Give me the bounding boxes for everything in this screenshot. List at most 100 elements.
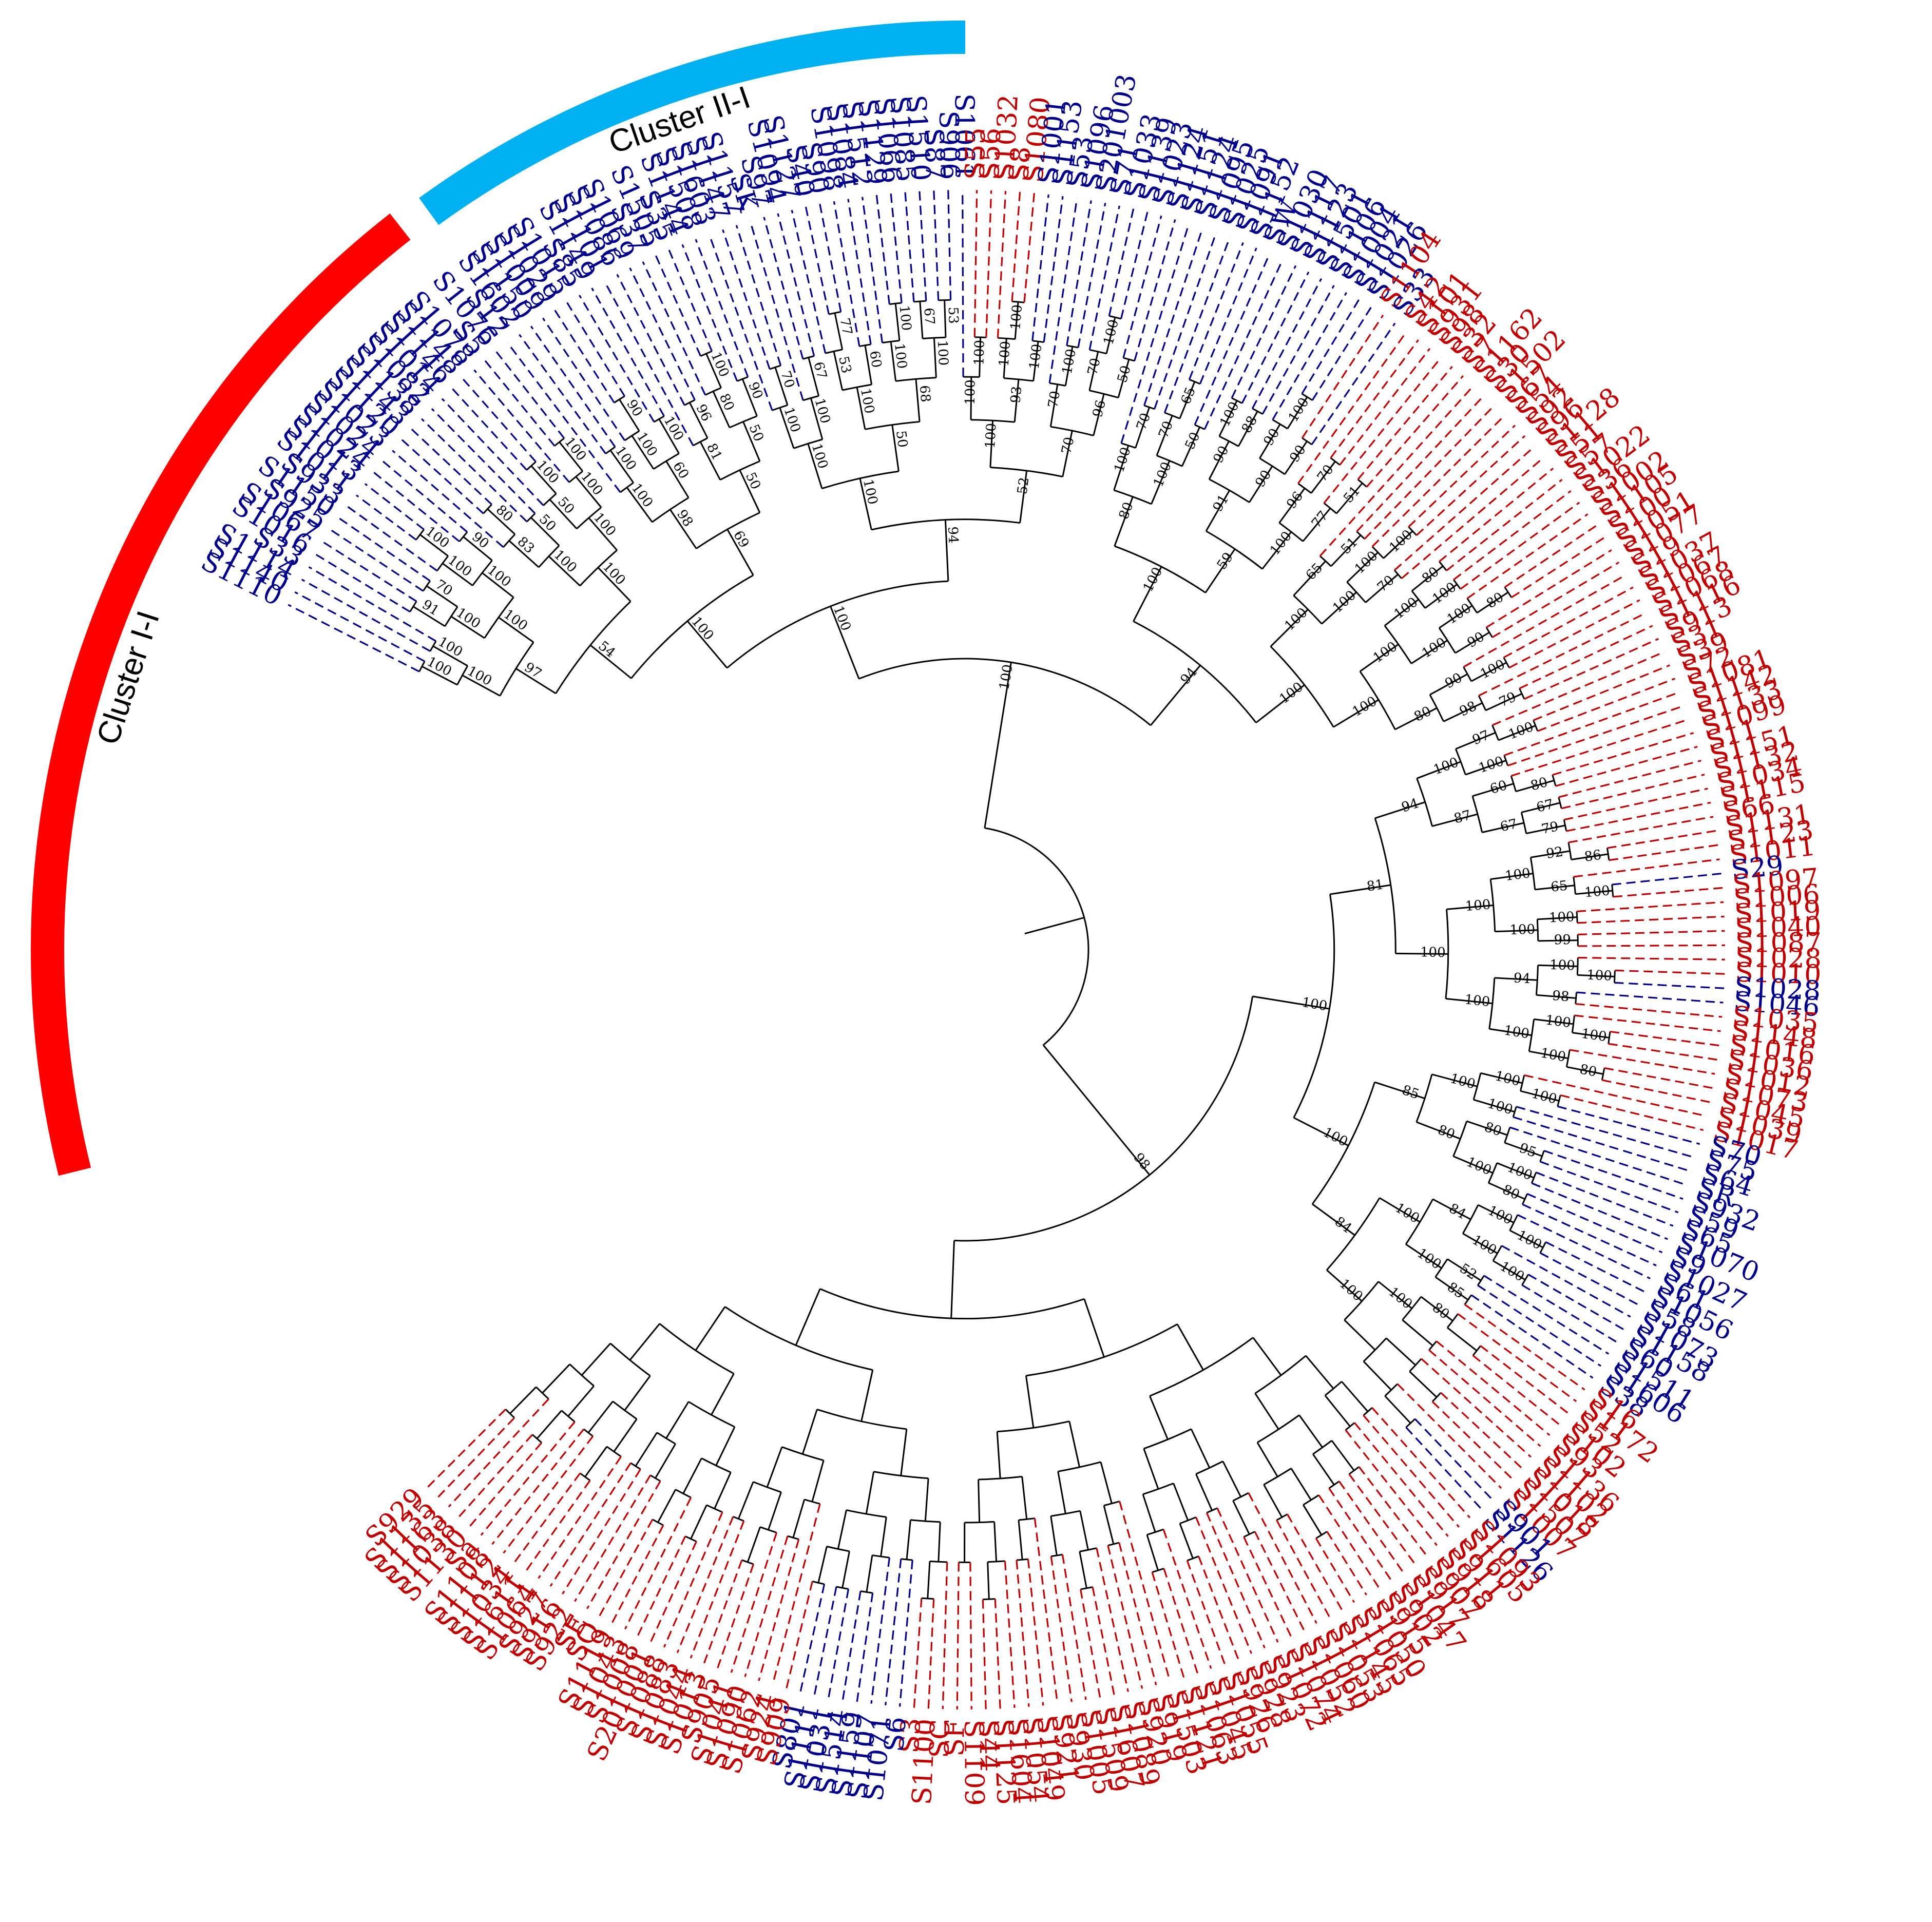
branch-line — [1576, 1004, 1723, 1017]
bootstrap-value: 50 — [536, 511, 559, 534]
bootstrap-value: 93 — [1008, 386, 1025, 404]
bootstrap-value: 100 — [1414, 1245, 1444, 1273]
branch-arc — [1277, 1514, 1288, 1521]
branch-arc — [1303, 1495, 1318, 1505]
branch-line — [1540, 1162, 1678, 1213]
bootstrap-value: 100 — [1548, 909, 1575, 926]
branch-line — [988, 1562, 989, 1600]
branch-arc — [1505, 587, 1512, 598]
bootstrap-value: 100 — [533, 457, 562, 487]
branch-line — [886, 1559, 901, 1705]
branch-line — [510, 1387, 536, 1414]
branch-line — [1409, 1372, 1437, 1397]
branch-line — [1544, 1150, 1683, 1199]
bootstrap-value: 100 — [1504, 866, 1532, 884]
branch-line — [818, 1547, 827, 1583]
bootstrap-value: 100 — [1112, 446, 1134, 475]
branch-line — [787, 1582, 812, 1688]
branch-line — [1578, 931, 1725, 934]
bootstrap-value: 60 — [1488, 778, 1509, 797]
bootstrap-value: 90 — [1443, 670, 1465, 691]
branch-line — [309, 567, 436, 641]
bootstrap-value: 99 — [1554, 932, 1571, 948]
branch-line — [792, 210, 825, 353]
branch-line — [1223, 1462, 1241, 1497]
bootstrap-value: 100 — [896, 304, 914, 331]
branch-line — [1564, 789, 1708, 820]
branch-line — [1327, 1531, 1367, 1594]
bootstrap-value: 50 — [742, 470, 763, 492]
branch-line — [815, 1587, 836, 1695]
branch-line — [1097, 1548, 1128, 1692]
bootstrap-value: 100 — [1370, 639, 1400, 666]
branch-line — [1319, 1495, 1379, 1587]
branch-line — [1017, 1560, 1029, 1707]
branch-line — [614, 1419, 637, 1451]
branch-arc — [676, 1490, 691, 1498]
bootstrap-value: 100 — [1027, 343, 1045, 370]
branch-line — [1067, 200, 1092, 345]
bootstrap-value: 90 — [1261, 426, 1283, 449]
branch-arc — [914, 301, 926, 302]
branch-arc — [1472, 796, 1482, 833]
branch-line — [1342, 1381, 1368, 1411]
branch-line — [1255, 1393, 1279, 1429]
bootstrap-value: 65 — [1550, 878, 1568, 895]
bootstrap-value: 100 — [590, 510, 619, 539]
bootstrap-value: 90 — [469, 529, 492, 552]
branch-line — [1255, 1531, 1304, 1630]
branch-arc — [1298, 484, 1311, 493]
branch-line — [1196, 1517, 1252, 1654]
branch-line — [806, 207, 829, 314]
bootstrap-value: 100 — [1478, 657, 1507, 682]
branch-arc — [1219, 436, 1238, 446]
bootstrap-value: 91 — [1210, 492, 1232, 514]
branch-line — [1147, 1535, 1158, 1570]
branch-line — [1329, 1488, 1391, 1579]
branch-arc — [1576, 992, 1577, 1004]
branch-line — [588, 1401, 613, 1433]
bootstrap-value: 100 — [1485, 1203, 1515, 1228]
bootstrap-value: 100 — [688, 614, 717, 643]
bootstrap-value: 98 — [1457, 698, 1479, 719]
branch-line — [1174, 1484, 1188, 1521]
bootstrap-value: 100 — [1469, 1232, 1499, 1258]
bootstrap-value: 100 — [1281, 605, 1310, 633]
bootstrap-value: 100 — [561, 434, 589, 464]
branch-line — [1217, 1508, 1278, 1642]
bootstrap-value: 85 — [1444, 1279, 1467, 1302]
branch-line — [365, 484, 424, 529]
branch-arc — [613, 1401, 637, 1419]
branch-arc — [1453, 1121, 1467, 1156]
branch-line — [463, 379, 535, 462]
branch-line — [948, 190, 951, 300]
branch-line — [736, 225, 780, 366]
branch-line — [625, 1376, 651, 1410]
branch-arc — [923, 337, 946, 338]
bootstrap-value: 70 — [432, 577, 455, 599]
branch-line — [1479, 613, 1646, 696]
branch-line — [1069, 1421, 1080, 1467]
bootstrap-value: 98 — [1131, 1150, 1153, 1173]
bootstrap-value: 50 — [893, 430, 910, 449]
branch-arc — [1577, 958, 1578, 975]
branch-line — [802, 1409, 817, 1454]
tree-branches — [288, 190, 1725, 1709]
branch-line — [974, 190, 977, 337]
bootstrap-value: 100 — [1392, 1200, 1422, 1226]
bootstrap-value: 100 — [1464, 1154, 1494, 1178]
branch-line — [582, 1343, 610, 1375]
branch-line — [1577, 902, 1724, 911]
bootstrap-value: 80 — [1578, 1062, 1598, 1080]
branch-line — [1609, 1044, 1717, 1060]
bootstrap-value: 67 — [1499, 816, 1519, 835]
branch-line — [515, 1473, 580, 1562]
bootstrap-value: 100 — [860, 478, 881, 506]
branch-line — [1614, 983, 1724, 988]
bootstrap-value: 90 — [623, 397, 645, 419]
branch-line — [1302, 315, 1383, 438]
branch-line — [691, 1505, 707, 1539]
branch-line — [508, 343, 620, 492]
bootstrap-value: 84 — [1446, 1201, 1468, 1222]
